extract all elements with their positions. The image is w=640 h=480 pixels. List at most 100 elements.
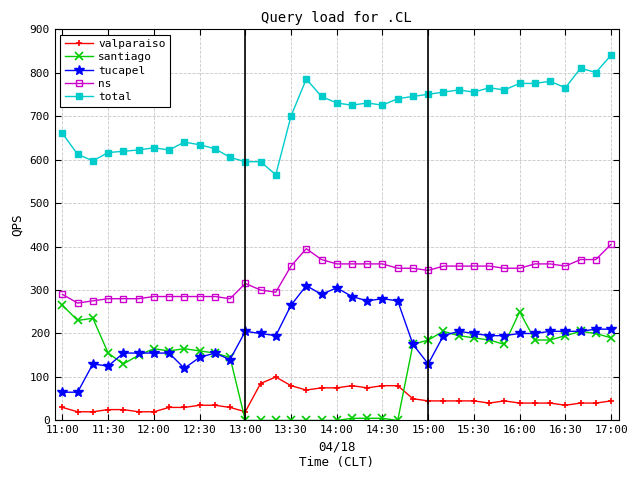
ns <box>226 296 234 301</box>
valparaiso <box>165 405 173 410</box>
tucapel <box>317 291 325 297</box>
ns <box>379 261 387 267</box>
tucapel <box>470 331 478 336</box>
ns <box>165 294 173 300</box>
santiago <box>409 341 417 347</box>
santiago <box>592 331 600 336</box>
santiago <box>561 333 569 338</box>
total <box>592 70 600 75</box>
total <box>89 158 97 164</box>
valparaiso <box>241 409 249 415</box>
ns <box>104 296 112 301</box>
valparaiso <box>516 400 524 406</box>
valparaiso <box>470 398 478 404</box>
santiago <box>485 337 493 343</box>
total <box>409 94 417 99</box>
ns <box>592 257 600 263</box>
total <box>607 52 615 58</box>
ns <box>303 246 310 252</box>
valparaiso <box>409 396 417 402</box>
tucapel <box>516 331 524 336</box>
valparaiso <box>89 409 97 415</box>
valparaiso <box>196 402 204 408</box>
total <box>333 100 340 106</box>
ns <box>180 294 188 300</box>
total <box>500 87 508 93</box>
santiago <box>211 350 219 356</box>
santiago <box>241 418 249 423</box>
santiago <box>180 346 188 351</box>
tucapel <box>241 328 249 334</box>
valparaiso <box>607 398 615 404</box>
santiago <box>257 418 264 423</box>
Line: tucapel: tucapel <box>58 281 616 397</box>
Line: total: total <box>59 52 614 178</box>
valparaiso <box>440 398 447 404</box>
tucapel <box>333 285 340 291</box>
ns <box>257 287 264 293</box>
valparaiso <box>333 385 340 391</box>
valparaiso <box>135 409 143 415</box>
total <box>348 102 356 108</box>
tucapel <box>180 365 188 371</box>
santiago <box>455 333 463 338</box>
Line: ns: ns <box>60 241 614 306</box>
santiago <box>74 318 81 324</box>
ns <box>424 267 432 273</box>
total <box>257 159 264 165</box>
valparaiso <box>379 383 387 388</box>
ns <box>196 294 204 300</box>
ns <box>485 263 493 269</box>
tucapel <box>455 328 463 334</box>
total <box>226 155 234 160</box>
santiago <box>424 337 432 343</box>
ns <box>547 261 554 267</box>
total <box>104 150 112 156</box>
total <box>561 85 569 91</box>
tucapel <box>74 389 81 395</box>
tucapel <box>272 333 280 338</box>
valparaiso <box>180 405 188 410</box>
valparaiso <box>104 407 112 412</box>
santiago <box>120 361 127 367</box>
tucapel <box>196 355 204 360</box>
ns <box>516 265 524 271</box>
tucapel <box>379 296 387 301</box>
total <box>180 139 188 145</box>
tucapel <box>394 298 401 304</box>
santiago <box>470 335 478 341</box>
tucapel <box>409 341 417 347</box>
tucapel <box>561 328 569 334</box>
ns <box>317 257 325 263</box>
tucapel <box>120 350 127 356</box>
santiago <box>150 346 157 351</box>
santiago <box>165 348 173 354</box>
santiago <box>226 355 234 360</box>
santiago <box>272 418 280 423</box>
ns <box>58 291 66 297</box>
ns <box>135 296 143 301</box>
ns <box>394 265 401 271</box>
valparaiso <box>592 400 600 406</box>
santiago <box>607 335 615 341</box>
X-axis label: 04/18
Time (CLT): 04/18 Time (CLT) <box>300 441 374 469</box>
total <box>577 65 584 71</box>
ns <box>409 265 417 271</box>
total <box>272 172 280 178</box>
santiago <box>394 418 401 423</box>
tucapel <box>150 350 157 356</box>
santiago <box>547 337 554 343</box>
ns <box>348 261 356 267</box>
tucapel <box>364 298 371 304</box>
tucapel <box>211 350 219 356</box>
santiago <box>379 415 387 421</box>
tucapel <box>592 326 600 332</box>
ns <box>150 294 157 300</box>
santiago <box>516 309 524 314</box>
tucapel <box>303 283 310 288</box>
valparaiso <box>257 381 264 386</box>
total <box>120 148 127 154</box>
valparaiso <box>348 383 356 388</box>
santiago <box>317 418 325 423</box>
ns <box>89 298 97 304</box>
